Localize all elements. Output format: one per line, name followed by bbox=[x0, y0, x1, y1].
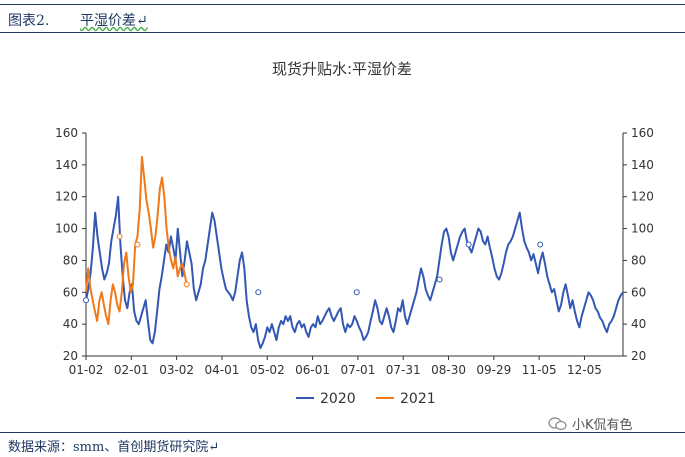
figure-caption: 平湿价差↵ bbox=[80, 13, 148, 29]
axes: 20 20 40 40 60 60 80 80 100 100 120 120 140 140 160 160… bbox=[55, 126, 654, 377]
y-tick-label-left: 40 bbox=[63, 317, 78, 331]
figure-header: 图表2. 平湿价差↵ bbox=[0, 8, 685, 30]
series-marker-2020 bbox=[436, 276, 443, 283]
y-tick-label-right: 160 bbox=[631, 126, 654, 140]
legend: 2020 2021 bbox=[296, 391, 436, 407]
series-marker-2021 bbox=[134, 241, 141, 248]
watermark: 小K侃有色 bbox=[548, 414, 633, 433]
y-tick-label-left: 120 bbox=[55, 190, 78, 204]
x-tick-label: 03-02 bbox=[159, 363, 194, 377]
x-tick-label: 07-31 bbox=[386, 363, 421, 377]
x-tick-label: 05-02 bbox=[250, 363, 285, 377]
x-tick-label: 09-29 bbox=[476, 363, 511, 377]
series-marker-2021 bbox=[116, 233, 123, 240]
y-tick-label-right: 20 bbox=[631, 349, 646, 363]
series-marker-2020 bbox=[83, 297, 89, 304]
data-source: 数据来源：smm、首创期货研究院↵ bbox=[8, 440, 220, 455]
footer-rule bbox=[0, 432, 685, 433]
legend-label-2020: 2020 bbox=[320, 391, 356, 407]
series-marker-2021 bbox=[183, 281, 190, 288]
watermark-text: 小K侃有色 bbox=[572, 418, 633, 433]
x-tick-label: 12-05 bbox=[567, 363, 602, 377]
y-tick-label-left: 140 bbox=[55, 158, 78, 172]
wechat-icon bbox=[548, 416, 567, 430]
series-marker-2020 bbox=[255, 289, 262, 296]
x-tick-label: 11-05 bbox=[522, 363, 557, 377]
x-tick-label: 07-01 bbox=[340, 363, 375, 377]
y-tick-label-left: 80 bbox=[63, 253, 78, 267]
series-marker-2020 bbox=[537, 241, 544, 248]
y-tick-label-right: 120 bbox=[631, 190, 654, 204]
series-marker-2020 bbox=[353, 289, 360, 296]
x-tick-label: 08-30 bbox=[431, 363, 466, 377]
y-tick-label-right: 40 bbox=[631, 317, 646, 331]
x-tick-label: 01-02 bbox=[69, 363, 104, 377]
y-tick-label-right: 100 bbox=[631, 222, 654, 236]
y-tick-label-left: 60 bbox=[63, 285, 78, 299]
top-rule bbox=[0, 4, 685, 5]
chart-title: 现货升贴水:平湿价差 bbox=[272, 60, 412, 78]
series-line-2021 bbox=[85, 155, 188, 326]
header-rule bbox=[0, 32, 685, 33]
y-tick-label-left: 160 bbox=[55, 126, 78, 140]
y-tick-label-left: 20 bbox=[63, 349, 78, 363]
series-lines bbox=[83, 155, 624, 350]
y-tick-label-right: 80 bbox=[631, 253, 646, 267]
series-marker-2020 bbox=[465, 241, 472, 248]
x-tick-label: 02-01 bbox=[114, 363, 149, 377]
y-tick-label-left: 100 bbox=[55, 222, 78, 236]
y-tick-label-right: 60 bbox=[631, 285, 646, 299]
y-tick-label-right: 140 bbox=[631, 158, 654, 172]
x-tick-label: 04-01 bbox=[205, 363, 240, 377]
x-tick-label: 06-01 bbox=[295, 363, 330, 377]
figure-number: 图表2. bbox=[8, 13, 50, 29]
legend-label-2021: 2021 bbox=[400, 391, 436, 407]
